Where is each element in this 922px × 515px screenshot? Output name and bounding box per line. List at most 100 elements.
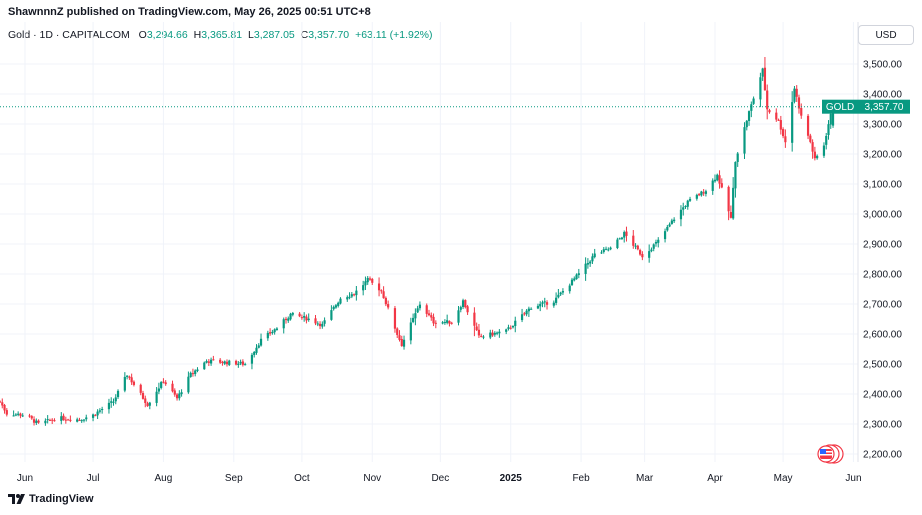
candle-body [666, 226, 669, 231]
candle-body [584, 263, 587, 274]
candle-body [602, 249, 605, 252]
y-tick-label: 3,300.00 [863, 120, 902, 131]
candle-body [164, 382, 167, 385]
y-tick-label: 2,600.00 [863, 330, 902, 341]
candle-body [779, 120, 782, 130]
series-name-label: GOLD [826, 102, 854, 113]
candle-body [94, 415, 97, 417]
candle-body [616, 239, 619, 249]
candle-body [402, 339, 406, 347]
candle-body [732, 187, 735, 219]
candle-body [5, 410, 8, 415]
candle-body [112, 401, 115, 403]
candle-body [146, 403, 149, 407]
candle-body [66, 419, 70, 421]
high-label: H [193, 29, 202, 41]
candle-body [107, 402, 111, 410]
candle-body [282, 319, 285, 329]
candle-body [205, 361, 208, 363]
candle-body [30, 416, 33, 419]
candle-body [797, 97, 801, 109]
candle-body [132, 381, 136, 385]
candle-body [654, 241, 658, 244]
high-value: 3,365.81 [201, 29, 243, 41]
candle-body [12, 415, 15, 417]
candle-body [793, 88, 796, 102]
candle-body [17, 413, 20, 415]
candle-body [180, 392, 183, 395]
candle-body [670, 220, 673, 224]
candle-body [668, 224, 671, 227]
candle-body [416, 308, 419, 313]
candle-body [300, 317, 303, 319]
candle-body [809, 135, 812, 142]
candle-body [116, 390, 120, 398]
candle-body [477, 329, 481, 336]
candle-body [498, 331, 501, 334]
x-tick-label: Jul [87, 473, 100, 484]
candle-body [250, 354, 254, 364]
candle-body [784, 136, 787, 143]
x-tick-label: Sep [225, 473, 243, 484]
tradingview-footer[interactable]: TradingView [8, 493, 94, 505]
candle-body [536, 305, 540, 309]
candle-body [418, 304, 422, 309]
candle-body [679, 209, 683, 220]
y-tick-label: 2,200.00 [863, 450, 902, 461]
candle-body [766, 90, 769, 110]
candle-body [552, 302, 555, 306]
candle-body [727, 186, 730, 212]
price-axis[interactable]: 3,500.00 3,400.00 3,300.00 3,200.00 3,100.00… [863, 60, 902, 461]
candle-body [364, 281, 367, 286]
candle-body [632, 235, 635, 246]
candle-body [339, 298, 342, 304]
grid-layer [0, 22, 858, 462]
candle-body [323, 320, 326, 324]
candle-body [337, 302, 340, 306]
candle-body [130, 377, 133, 383]
candle-body [509, 327, 512, 329]
candle-body [700, 191, 703, 196]
candle-body [46, 419, 49, 421]
candle-body [473, 312, 476, 326]
time-axis[interactable]: Jun Jul Aug Sep Oct Nov Dec 2025 Feb Mar Apr May Jun [17, 473, 862, 484]
candle-body [568, 285, 571, 292]
candle-body [85, 417, 88, 420]
candle-body [332, 306, 335, 310]
candle-body [82, 419, 86, 421]
candle-body [791, 102, 794, 143]
x-tick-label: May [774, 473, 793, 484]
x-tick-label: Jun [845, 473, 861, 484]
candle-body [729, 212, 732, 218]
candle-body [507, 327, 510, 329]
candle-body [489, 332, 492, 338]
candle-body [348, 296, 351, 298]
candle-body [196, 369, 199, 371]
candle-body [648, 251, 651, 258]
candle-body [123, 376, 126, 391]
candle-body [255, 347, 258, 353]
candle-body [307, 318, 310, 320]
candle-body [604, 248, 608, 250]
candle-body [221, 361, 224, 363]
candle-body [400, 339, 403, 346]
candle-body [527, 308, 530, 312]
candle-body [141, 393, 145, 399]
candle-body [253, 351, 256, 355]
candle-body [271, 331, 274, 334]
x-tick-label: Mar [636, 473, 654, 484]
x-tick-label: Aug [155, 473, 173, 484]
last-price-tag [858, 99, 910, 114]
candle-body [350, 294, 353, 297]
candle-body [745, 120, 748, 128]
candle-body [409, 322, 412, 341]
candle-body [157, 388, 160, 392]
candle-body [777, 119, 780, 121]
candle-body [806, 115, 810, 136]
candle-body [291, 312, 294, 315]
candle-body [273, 329, 276, 333]
candle-body [207, 361, 210, 363]
candle-body [128, 376, 131, 378]
us-flag-icon[interactable] [817, 444, 844, 464]
